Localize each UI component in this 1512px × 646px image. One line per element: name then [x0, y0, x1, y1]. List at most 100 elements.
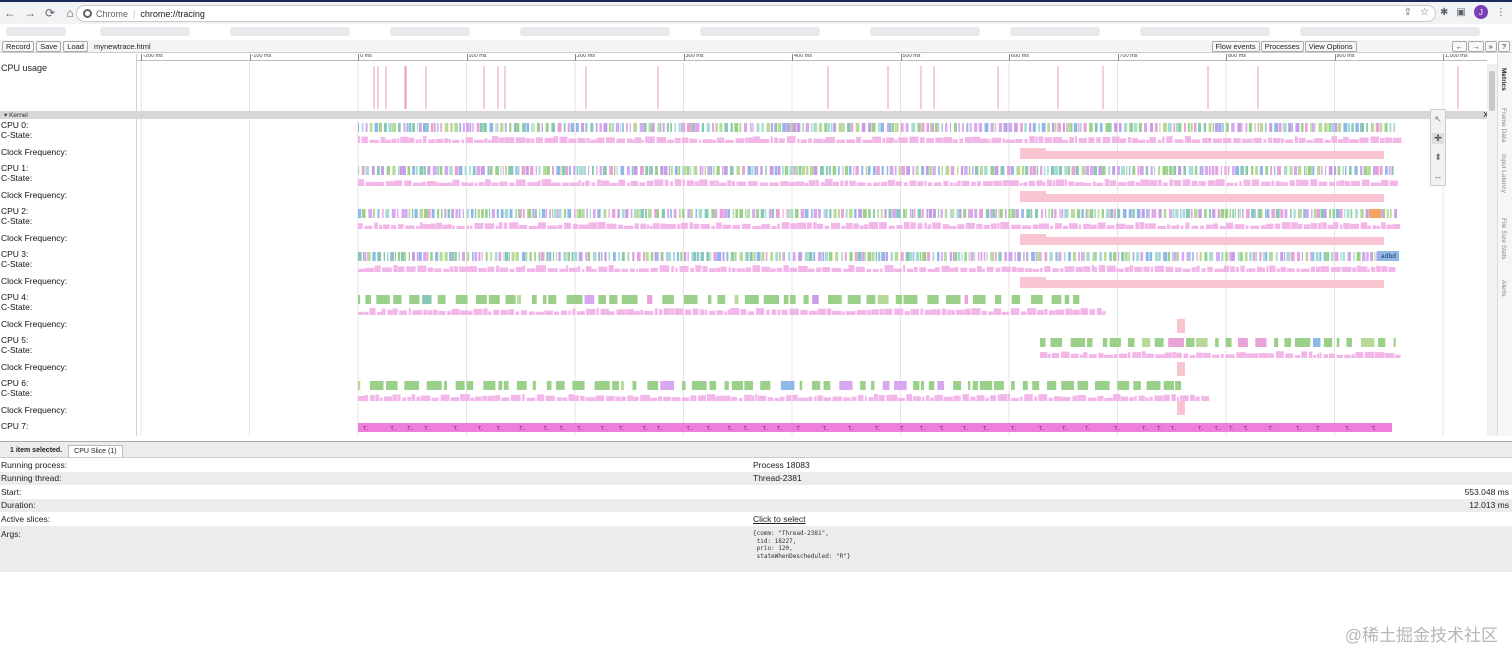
- cpu-slice: [1011, 209, 1015, 218]
- cpu-slice: [1021, 209, 1024, 218]
- cpu-slice: [504, 166, 507, 175]
- cpu-slice: [1000, 166, 1005, 175]
- cpu-slice: [827, 123, 831, 132]
- cpu-slice: [412, 252, 415, 261]
- help-button[interactable]: ?: [1497, 41, 1510, 52]
- cstate-block: [1104, 179, 1110, 186]
- cpu-slice: [1258, 209, 1263, 218]
- cstate-block: [1323, 354, 1329, 358]
- cpu-slice: [808, 252, 813, 261]
- cstate-block: [674, 179, 682, 186]
- save-button[interactable]: Save: [36, 40, 62, 52]
- cstate-block: [1044, 137, 1053, 143]
- star-icon[interactable]: ☆: [1420, 7, 1429, 18]
- cstate-block: [853, 223, 859, 229]
- cstate-block: [578, 180, 581, 186]
- cpu-slice: [756, 252, 761, 261]
- cstate-block: [568, 310, 571, 315]
- cstate-block: [483, 308, 488, 315]
- reload-icon[interactable]: ⟳: [44, 6, 56, 20]
- cstate-block: [716, 310, 724, 315]
- cpu-slice: [799, 381, 803, 390]
- cpu-slice: [1375, 166, 1379, 175]
- time-ruler[interactable]: -200 ms -100 ms 0 ms 100 ms 200 ms 300 ms 400 …: [137, 54, 1487, 61]
- back-icon[interactable]: ←: [4, 6, 16, 20]
- cstate-block: [1341, 266, 1352, 272]
- click-to-select-link[interactable]: Click to select: [753, 513, 806, 524]
- kernel-process-header[interactable]: ▾ Kernel X: [0, 111, 1492, 119]
- cpu-slice: [1068, 252, 1071, 261]
- cpu-slice: [1251, 209, 1255, 218]
- cstate-block: [667, 223, 676, 229]
- side-tab[interactable]: File Size Stats: [1500, 218, 1507, 260]
- cstate-block: [1131, 138, 1139, 143]
- cpu-slice: [368, 209, 373, 218]
- extensions-icon[interactable]: ✱: [1440, 6, 1449, 18]
- flow-events-button[interactable]: Flow events: [1211, 41, 1260, 52]
- side-panel-icon[interactable]: ▣: [1456, 6, 1466, 18]
- cpu-slice: [1117, 381, 1130, 390]
- nav-right-icon[interactable]: →: [1468, 41, 1484, 52]
- cstate-block: [454, 266, 459, 272]
- scrollbar-thumb[interactable]: [1489, 71, 1495, 111]
- side-tab[interactable]: Alerts: [1500, 280, 1507, 297]
- cpu-track-label: C-State:: [1, 216, 33, 226]
- cstate-block: [1145, 353, 1154, 358]
- cpu-slice: [603, 209, 607, 218]
- address-bar[interactable]: Chrome | chrome://tracing ⇪ ☆: [76, 5, 1436, 22]
- cpu-slice: [1305, 252, 1309, 261]
- cstate-block: [487, 395, 495, 401]
- cpu-slice: [1173, 123, 1175, 132]
- cpu-slice: [417, 123, 419, 132]
- forward-icon[interactable]: →: [24, 6, 36, 20]
- cpu-slice: [632, 381, 637, 390]
- cpu-slice: [744, 381, 753, 390]
- side-tab[interactable]: Input Latency: [1500, 154, 1507, 194]
- cstate-block: [1234, 224, 1245, 229]
- cpu-slice: [1086, 252, 1090, 261]
- cpu-slice: [1109, 252, 1112, 261]
- cpu-slice: [1237, 252, 1240, 261]
- selection-tool-icon[interactable]: ↖: [1434, 114, 1442, 124]
- cstate-block: [1024, 139, 1028, 143]
- cpu-slice: [570, 123, 575, 132]
- nav-left-icon[interactable]: ←: [1451, 41, 1468, 52]
- cpu-slice: [928, 209, 933, 218]
- cpu-slice: [724, 166, 728, 175]
- record-button[interactable]: Record: [2, 40, 35, 52]
- cpu-slice: [1360, 338, 1375, 347]
- timing-tool-icon[interactable]: ↔: [1433, 171, 1443, 181]
- zoom-icon[interactable]: »: [1484, 41, 1497, 52]
- tab-cpu-slice[interactable]: CPU Slice (1): [68, 445, 123, 457]
- cstate-block: [658, 309, 663, 315]
- cstate-block: [638, 268, 649, 272]
- cpu-slice: [1173, 252, 1177, 261]
- cstate-block: [699, 309, 704, 315]
- view-options-button[interactable]: View Options: [1304, 41, 1357, 52]
- menu-icon[interactable]: ⋮: [1495, 6, 1506, 18]
- cstate-block: [735, 138, 745, 143]
- pan-tool-icon[interactable]: ✛: [1432, 133, 1444, 144]
- cstate-block: [716, 267, 721, 272]
- url-text[interactable]: chrome://tracing: [140, 8, 205, 19]
- analysis-tabs: 1 item selected. CPU Slice (1): [0, 442, 1512, 458]
- home-icon[interactable]: ⌂: [66, 6, 74, 20]
- processes-button[interactable]: Processes: [1260, 41, 1304, 52]
- collapse-icon[interactable]: ▾: [4, 112, 8, 119]
- site-info[interactable]: Chrome: [83, 9, 128, 19]
- timeline-view[interactable]: CPU usage CPU 0: C-State: Clock Frequency:…: [0, 54, 1512, 436]
- cstate-block: [846, 139, 856, 143]
- load-button[interactable]: Load: [63, 40, 88, 52]
- cstate-block: [392, 308, 398, 315]
- cpu-slice: [1255, 252, 1258, 261]
- zoom-tool-icon[interactable]: ⬍: [1434, 152, 1442, 162]
- vertical-scrollbar[interactable]: [1487, 64, 1497, 436]
- tracks-canvas[interactable]: T.. T.. T.. T.. T.. T.. T.. T.. T.. T.. T.. T.. T.. T…: [137, 54, 1487, 436]
- close-icon[interactable]: X: [1483, 111, 1488, 119]
- side-tab[interactable]: Metrics: [1500, 68, 1507, 91]
- cstate-block: [878, 395, 885, 401]
- share-icon[interactable]: ⇪: [1403, 7, 1413, 18]
- side-tab[interactable]: Frame Data: [1500, 108, 1507, 143]
- cstate-block: [1216, 354, 1220, 358]
- avatar[interactable]: J: [1473, 5, 1488, 19]
